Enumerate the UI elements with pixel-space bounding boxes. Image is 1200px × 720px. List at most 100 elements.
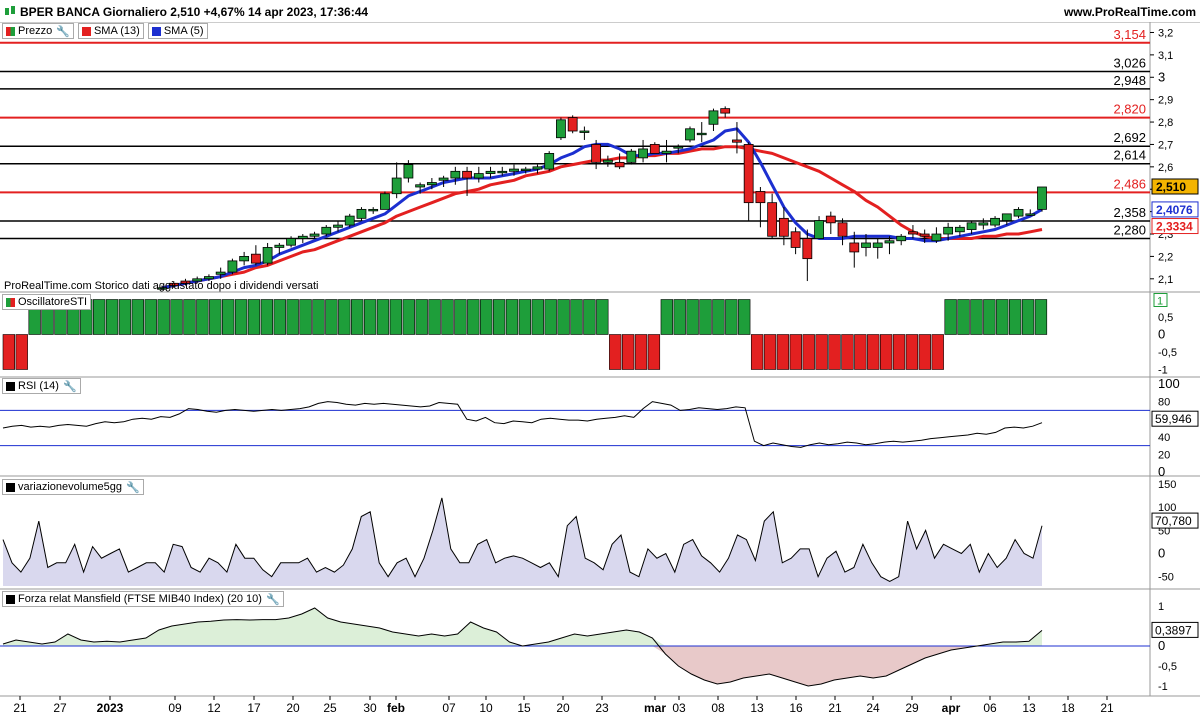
x-tick-label: 07 [442, 701, 456, 715]
x-tick-label: 13 [750, 701, 764, 715]
candle-body [896, 235, 907, 242]
legend-sti[interactable]: OscillatoreSTI [2, 294, 92, 310]
legend-rsi[interactable]: RSI (14) 🔧 [2, 378, 81, 394]
candle-body [473, 173, 484, 179]
candle-body [602, 159, 613, 163]
candle-body [450, 170, 461, 179]
sma-line-SMA (5) [161, 127, 1043, 290]
candle-body [685, 128, 695, 141]
x-tick-label: 21 [828, 701, 842, 715]
sti-bar [983, 299, 996, 335]
candle-body [262, 247, 273, 264]
sti-bar [1008, 299, 1022, 335]
x-tick-label: 21 [1100, 701, 1114, 715]
legend-mans-label: Forza relat Mansfield (FTSE MIB40 Index)… [18, 593, 262, 605]
volume-marker-label: 70,780 [1155, 514, 1192, 528]
sti-bar [686, 299, 699, 335]
price-ytick-label: 3,1 [1158, 50, 1173, 62]
price-level-label: 2,486 [1113, 176, 1146, 191]
sti-bar [480, 299, 493, 335]
sti-bar [157, 299, 170, 335]
wrench-icon[interactable]: 🔧 [62, 380, 77, 393]
x-tick-label: 24 [866, 701, 880, 715]
candle-body [356, 208, 367, 219]
sti-bar [131, 299, 145, 335]
sti-marker-label: 1 [1157, 296, 1163, 308]
sti-bar [802, 334, 815, 370]
price-ytick-label: 2,2 [1158, 251, 1173, 263]
candle-body [978, 222, 989, 226]
x-tick-label: 23 [595, 701, 609, 715]
candle-body [180, 280, 191, 284]
sti-bar [763, 334, 777, 370]
x-tick-label: 27 [53, 701, 67, 715]
wrench-icon[interactable]: 🔧 [265, 593, 280, 606]
candle-body [274, 244, 285, 248]
candle-body [532, 166, 543, 170]
rsi-marker-box [1151, 410, 1199, 427]
legend-mans[interactable]: Forza relat Mansfield (FTSE MIB40 Index)… [2, 591, 284, 607]
candle-body [497, 170, 508, 174]
sti-bar [2, 334, 16, 370]
sti-bar [402, 299, 415, 335]
candle-body [990, 217, 1000, 226]
sti-bar [234, 299, 248, 335]
price-marker-box [1151, 218, 1199, 235]
rsi-ytick-label: 20 [1158, 449, 1170, 461]
candle-body [544, 153, 555, 170]
price-level-label: 2,692 [1113, 130, 1146, 145]
x-tick-label: 16 [789, 701, 803, 715]
mansfield-ytick-label: -0,5 [1158, 661, 1177, 673]
x-tick-label: 30 [363, 701, 377, 715]
candle-body [239, 256, 250, 262]
site-link[interactable]: www.ProRealTime.com [1063, 5, 1196, 19]
candle-body [614, 161, 625, 168]
candle-body [931, 233, 942, 242]
candle-body [286, 238, 296, 246]
sti-bar [634, 334, 648, 370]
legend-sma13[interactable]: SMA (13) [77, 23, 144, 39]
legend-sti-label: OscillatoreSTI [18, 296, 88, 308]
sma-line-SMA (13) [161, 145, 1043, 290]
legend-vol-label: variazionevolume5gg [18, 481, 122, 493]
candle-body [157, 287, 167, 290]
legend-sma5-label: SMA (5) [163, 25, 204, 37]
sti-bar [712, 299, 725, 335]
price-marker-label: 2,4076 [1156, 203, 1193, 217]
wrench-icon[interactable]: 🔧 [56, 25, 70, 38]
sti-bar [170, 299, 183, 335]
price-level-label: 2,358 [1113, 205, 1146, 220]
sti-bar [428, 299, 441, 335]
sti-bar [441, 299, 454, 335]
candle-body [825, 215, 836, 224]
candle-body [720, 108, 731, 114]
candle-body [708, 110, 719, 125]
x-tick-label: 20 [556, 701, 570, 715]
candle-body [204, 276, 214, 280]
sti-bar [892, 334, 906, 370]
mansfield-marker-label: 0,3897 [1155, 623, 1192, 637]
legend-vol[interactable]: variazionevolume5gg 🔧 [2, 479, 144, 495]
x-tick-label: 06 [983, 701, 997, 715]
sti-ytick-label: -1 [1158, 365, 1168, 377]
candle-body [462, 170, 472, 179]
sti-bar [789, 334, 802, 370]
x-tick-label: apr [942, 701, 961, 715]
sti-bar [750, 334, 764, 370]
legend-sma5[interactable]: SMA (5) [147, 23, 208, 39]
wrench-icon[interactable]: 🔧 [125, 481, 140, 494]
sti-bar [905, 334, 919, 370]
x-tick-label: 09 [168, 701, 182, 715]
legend-price[interactable]: Prezzo 🔧 [2, 23, 74, 39]
sti-ytick-label: 0,5 [1158, 312, 1173, 324]
sti-bar [1021, 299, 1035, 335]
rsi-ytick-label: 100 [1158, 376, 1180, 391]
price-ytick-label: 2,6 [1158, 162, 1173, 174]
candle-body [802, 238, 813, 260]
candle-body [743, 144, 754, 204]
price-level-label: 2,948 [1113, 73, 1146, 88]
sti-bar [879, 334, 893, 370]
header-bar: BPER BANCA Giornaliero 2,510 +4,67% 14 a… [0, 0, 1200, 22]
sti-marker-box [1153, 293, 1168, 307]
sti-bar [931, 334, 944, 370]
